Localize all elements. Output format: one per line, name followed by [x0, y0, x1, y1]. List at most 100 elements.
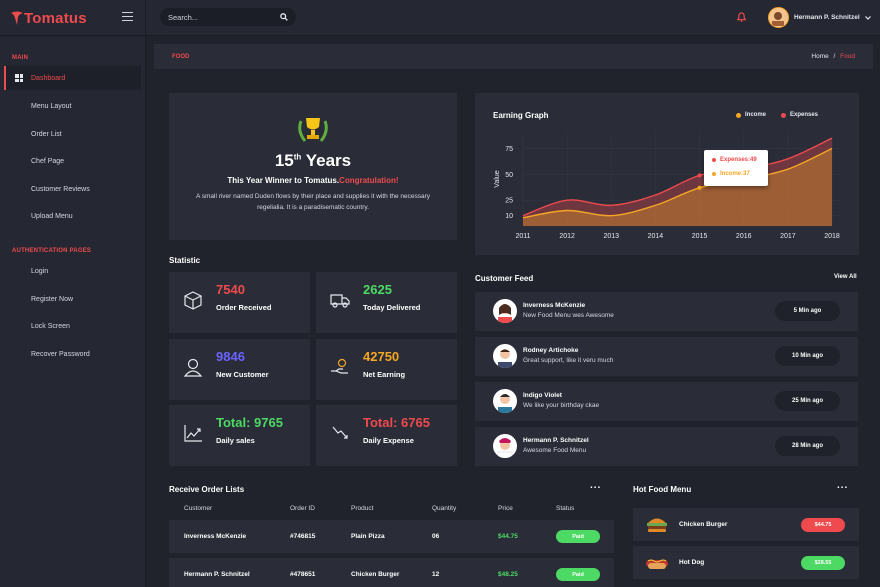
stat-card: 7540 Order Received [169, 272, 310, 333]
winner-description: A small river named Duden flows by their… [195, 193, 431, 211]
cell-order-id: #746815 [290, 533, 316, 540]
y-axis-label: Value [494, 170, 501, 187]
sidebar-item-register[interactable]: Register Now [4, 287, 141, 311]
cell-price: $44.75 [498, 533, 518, 540]
feed-time: 10 Min ago [775, 346, 840, 366]
trend-down-icon [332, 426, 348, 439]
food-item[interactable]: Chicken Burger $44.75 [633, 508, 859, 541]
winner-line: This Year Winner to Tomatus.Congratulati… [227, 176, 399, 185]
avatar [493, 344, 517, 368]
search-box [160, 8, 296, 26]
status-badge: Paid [556, 530, 600, 543]
stat-label: New Customer [216, 370, 269, 379]
hot-food-menu-icon[interactable]: ... [837, 480, 849, 491]
sidebar [0, 37, 145, 587]
x-tick-label: 2015 [692, 233, 708, 240]
sidebar-item-chef-page[interactable]: Chef Page [4, 149, 141, 173]
column-header: Order ID [290, 505, 315, 512]
avatar [768, 7, 789, 28]
feed-message: We like your birthday ckae [523, 402, 600, 409]
feed-item[interactable]: Rodney Artichoke Great support, like it … [475, 337, 858, 376]
orders-title: Receive Order Lists [169, 485, 245, 494]
search-icon[interactable] [280, 13, 288, 21]
tooltip-income: Income:37 [720, 171, 750, 177]
trend-up-icon [184, 425, 202, 442]
sidebar-item-login[interactable]: Login [4, 259, 141, 283]
stat-value: 2625 [363, 282, 392, 297]
legend-expenses: Expenses [781, 112, 818, 118]
series-line-expenses [522, 137, 833, 217]
column-header: Quantity [432, 505, 457, 512]
cell-order-id: #478651 [290, 571, 316, 578]
sidebar-item-customer-reviews[interactable]: Customer Reviews [4, 177, 141, 201]
sidebar-item-menu-layout[interactable]: Menu Layout [4, 94, 141, 118]
sidebar-section-auth: AUTHENTICATION PAGES [12, 248, 92, 254]
sidebar-item-label: Lock Screen [31, 322, 70, 330]
stat-value: 9846 [216, 349, 245, 364]
y-tick-label: 10 [505, 213, 513, 220]
sidebar-item-label: Order List [31, 130, 62, 138]
stat-value: 42750 [363, 349, 400, 364]
hot-dog-icon [646, 559, 668, 569]
sidebar-item-label: Menu Layout [31, 102, 72, 110]
sidebar-item-label: Login [31, 267, 49, 275]
user-menu[interactable]: Hermann P. Schnitzel [768, 7, 871, 28]
table-row[interactable]: Inverness McKenzie #746815 Plain Pizza 0… [169, 520, 614, 553]
avatar [493, 434, 517, 458]
feed-name: Rodney Artichoke [523, 347, 579, 354]
feed-item[interactable]: Indigo Violet We like your birthday ckae… [475, 382, 858, 421]
column-header: Customer [184, 505, 213, 512]
stat-label: Net Earning [363, 370, 406, 379]
breadcrumb-current: Food [840, 53, 855, 60]
chevron-down-icon [864, 15, 871, 20]
earning-chart: Value 10 25 50 75 2011 2012 2013 2014 2015 2016 20… [494, 133, 840, 240]
cell-price: $48.25 [498, 571, 518, 578]
feed-item[interactable]: Inverness McKenzie New Food Menu wes Awe… [475, 292, 858, 331]
food-name: Chicken Burger [679, 521, 728, 528]
y-tick-label: 50 [505, 172, 513, 179]
breadcrumb-home[interactable]: Home [811, 53, 829, 60]
sidebar-item-label: Dashboard [31, 74, 66, 82]
column-header: Product [351, 505, 374, 512]
feed-item[interactable]: Hermann P. Schnitzel Awesome Food Menu 2… [475, 427, 858, 466]
price-badge: $28.55 [801, 556, 845, 570]
sidebar-item-lock-screen[interactable]: Lock Screen [4, 314, 141, 338]
bell-icon[interactable] [737, 12, 746, 22]
stat-label: Today Delivered [363, 303, 421, 312]
x-tick-label: 2012 [559, 233, 575, 240]
winner-card: 15th Years This Year Winner to Tomatus.C… [169, 93, 457, 240]
logo-icon [11, 11, 23, 25]
graph-title: Earning Graph [493, 111, 549, 120]
years-heading: 15th Years [274, 151, 352, 170]
cell-product: Chicken Burger [351, 571, 400, 578]
money-hand-icon [331, 358, 348, 374]
x-tick-label: 2018 [824, 233, 840, 240]
dashboard-icon [15, 74, 23, 82]
menu-toggle-icon[interactable] [122, 12, 133, 21]
sidebar-item-recover-password[interactable]: Recover Password [4, 342, 141, 366]
sidebar-item-dashboard[interactable]: Dashboard [4, 66, 141, 90]
sidebar-item-upload-menu[interactable]: Upload Menu [4, 204, 141, 228]
orders-menu-icon[interactable]: ... [590, 480, 602, 491]
column-header: Price [498, 505, 513, 512]
feed-name: Inverness McKenzie [523, 302, 586, 309]
sidebar-section-main: MAIN [12, 55, 29, 61]
view-all-link[interactable]: View All [834, 274, 857, 280]
search-input[interactable] [168, 12, 268, 22]
feed-message: Great support, like it veru much [523, 357, 614, 364]
box-icon [184, 291, 202, 310]
food-name: Hot Dog [679, 559, 705, 566]
logo[interactable]: Tomatus [10, 9, 87, 27]
food-item[interactable]: Hot Dog $28.55 [633, 546, 859, 579]
feed-name: Indigo Violet [523, 392, 562, 399]
sidebar-item-order-list[interactable]: Order List [4, 122, 141, 146]
price-badge: $44.75 [801, 518, 845, 532]
avatar [493, 389, 517, 413]
breadcrumb-separator: / [833, 53, 836, 60]
series-line-income [522, 147, 833, 219]
y-tick-label: 25 [505, 198, 513, 205]
table-row[interactable]: Hermann P. Schnitzel #478651 Chicken Bur… [169, 558, 614, 587]
feed-title: Customer Feed [475, 274, 534, 283]
statistic-title: Statistic [169, 256, 201, 265]
cell-quantity: 12 [432, 571, 440, 578]
